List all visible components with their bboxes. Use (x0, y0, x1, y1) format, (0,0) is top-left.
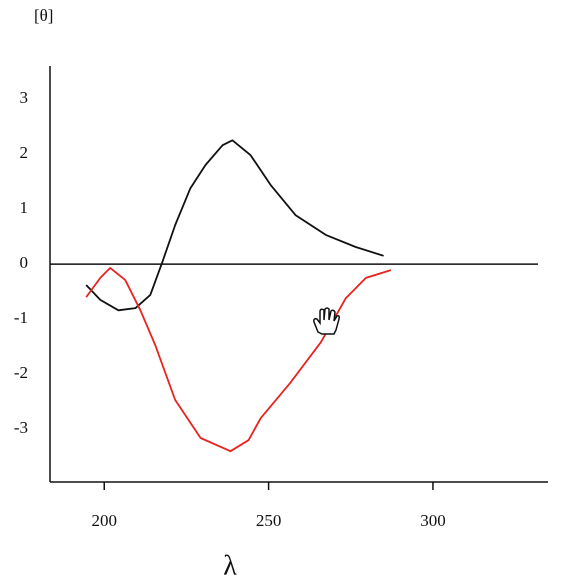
x-tick-label: 250 (256, 511, 282, 530)
y-tick-label: -3 (14, 418, 28, 437)
y-axis-label: [θ] (34, 6, 53, 25)
y-tick-label: 0 (20, 253, 29, 272)
y-tick-label: 2 (20, 143, 29, 162)
data-line (85, 139, 384, 312)
x-axis-label: λ (223, 550, 237, 581)
x-tick-label: 300 (420, 511, 446, 530)
cursor-icon (313, 307, 340, 335)
y-tick-label: -1 (14, 308, 28, 327)
hand-cursor (313, 307, 340, 335)
y-tick-label: 3 (20, 88, 29, 107)
y-tick-label: 1 (20, 198, 29, 217)
x-tick-label: 200 (91, 511, 117, 530)
plot-area: 3 2 1 0 -1 -2 -3 200 250 300 (14, 66, 548, 530)
y-tick-label: -2 (14, 363, 28, 382)
